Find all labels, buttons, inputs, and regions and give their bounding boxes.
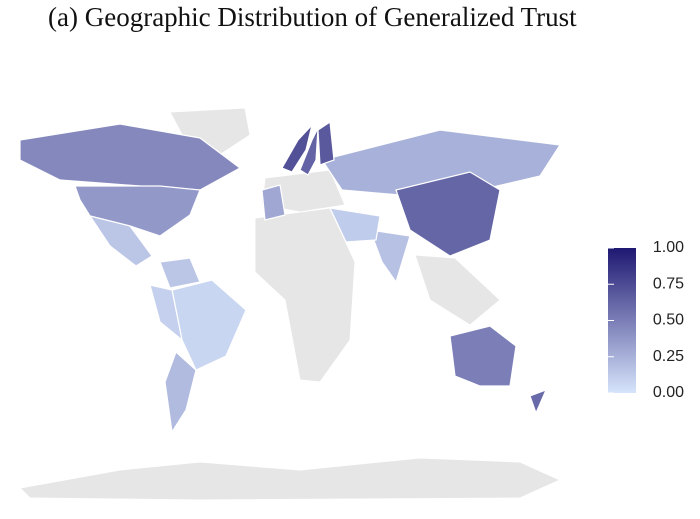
no-data-land	[18, 107, 562, 501]
country	[449, 325, 517, 387]
country	[529, 388, 548, 415]
country	[299, 127, 319, 176]
country	[281, 122, 314, 173]
land	[414, 254, 501, 326]
country	[164, 350, 197, 434]
legend-label: 1.00	[653, 239, 684, 256]
land	[18, 457, 562, 501]
legend-label: 0.50	[653, 312, 684, 329]
legend: 0.00 0.25 0.50 0.75 1.00	[608, 239, 684, 401]
legend-label: 0.00	[653, 384, 684, 401]
land	[254, 207, 356, 383]
country	[395, 171, 501, 257]
country	[328, 207, 381, 243]
legend-label: 0.75	[653, 275, 684, 292]
country	[369, 229, 411, 284]
legend-label: 0.25	[653, 348, 684, 365]
country	[74, 185, 201, 237]
country	[149, 284, 183, 342]
title: (a) Geographic Distribution of Generaliz…	[48, 2, 577, 32]
country	[317, 120, 335, 166]
country	[321, 129, 562, 196]
country	[171, 279, 247, 371]
countries	[19, 120, 562, 434]
country	[159, 257, 201, 289]
country	[261, 184, 286, 221]
country	[88, 215, 153, 267]
